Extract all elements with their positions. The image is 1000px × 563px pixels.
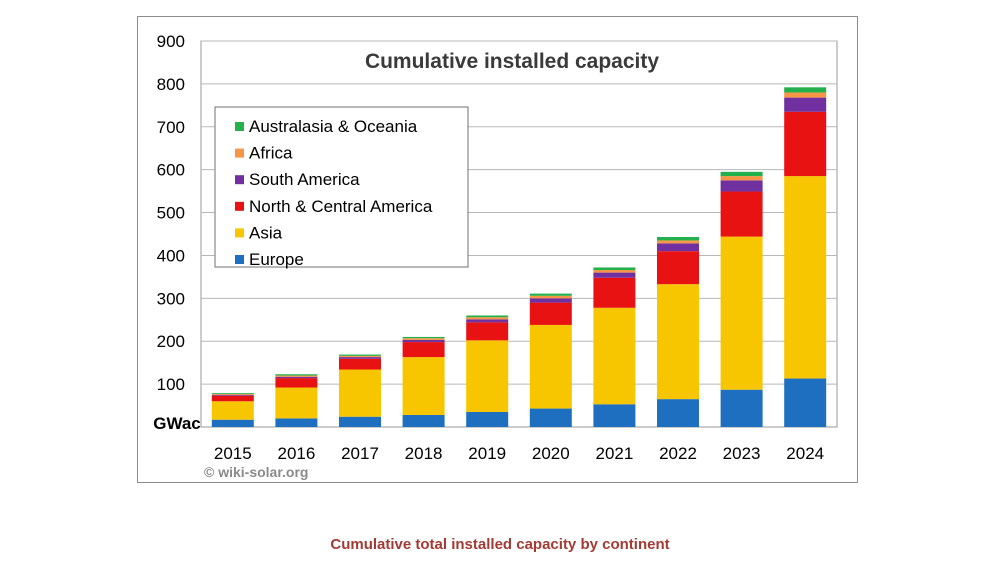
bar-segment bbox=[529, 293, 572, 296]
bar-segment bbox=[275, 374, 318, 376]
bar-segment bbox=[720, 191, 763, 237]
legend-label: Africa bbox=[249, 144, 293, 163]
bar-segment bbox=[657, 237, 699, 241]
bar-segment bbox=[211, 395, 254, 402]
y-tick-label: 600 bbox=[157, 161, 185, 180]
bar-segment bbox=[275, 387, 318, 419]
bar-segment bbox=[466, 319, 509, 323]
bar-segment bbox=[657, 284, 699, 400]
x-tick-label: 2024 bbox=[786, 444, 824, 463]
bar-segment bbox=[657, 243, 699, 252]
bar-segment bbox=[593, 277, 636, 308]
x-tick-label: 2022 bbox=[659, 444, 697, 463]
legend-label: North & Central America bbox=[249, 197, 433, 216]
bar-segment bbox=[339, 416, 381, 427]
bar-segment bbox=[593, 267, 636, 271]
bar-segment bbox=[339, 355, 381, 358]
legend-swatch bbox=[235, 201, 244, 211]
bar-segment bbox=[529, 298, 572, 303]
bar-segment bbox=[466, 411, 509, 427]
y-tick-label: 400 bbox=[157, 246, 185, 265]
bar-segment bbox=[720, 180, 763, 192]
x-tick-label: 2015 bbox=[214, 444, 252, 463]
bar-segment bbox=[211, 419, 254, 427]
chart: 100 200 300 400 500 600 700 800 900 2015 2016 2017… bbox=[153, 32, 838, 480]
bar-segment bbox=[402, 339, 445, 343]
bar-segment bbox=[784, 92, 827, 98]
bar-segment bbox=[211, 394, 254, 396]
bar-segment bbox=[466, 317, 509, 320]
legend-box bbox=[214, 106, 469, 268]
chart-frame: 100 200 300 400 500 600 700 800 900 2015 2016 2017… bbox=[137, 16, 858, 483]
bar-segment bbox=[275, 375, 318, 377]
bar-segment bbox=[529, 408, 572, 427]
bar-segment bbox=[466, 340, 509, 412]
legend-swatch bbox=[235, 148, 244, 158]
copyright-text: © wiki-solar.org bbox=[204, 464, 308, 480]
bar-segment bbox=[657, 399, 699, 427]
bar-segment bbox=[784, 378, 827, 427]
x-tick-label: 2017 bbox=[341, 444, 379, 463]
legend-swatch bbox=[235, 255, 244, 264]
y-unit-label: GWac bbox=[153, 414, 201, 433]
bar-segment bbox=[593, 307, 636, 405]
bar-segment bbox=[211, 393, 254, 394]
chart-title: Cumulative installed capacity bbox=[365, 50, 659, 73]
bar-segment bbox=[275, 376, 318, 379]
bar-segment bbox=[529, 295, 572, 299]
bar-segment bbox=[657, 240, 699, 244]
legend-swatch bbox=[235, 122, 244, 131]
bar-segment bbox=[720, 236, 763, 390]
bar-segment bbox=[784, 176, 827, 379]
bar-segment bbox=[275, 418, 318, 427]
y-tick-label: 700 bbox=[157, 118, 185, 137]
legend-swatch bbox=[235, 175, 244, 185]
bar-segment bbox=[720, 171, 763, 177]
bar-segment bbox=[466, 322, 509, 341]
bar-segment bbox=[402, 336, 445, 339]
bar-segment bbox=[211, 401, 254, 420]
bar-segment bbox=[402, 357, 445, 415]
bar-segment bbox=[339, 358, 381, 370]
x-tick-label: 2019 bbox=[468, 444, 506, 463]
bar-segment bbox=[720, 389, 763, 427]
x-tick-label: 2021 bbox=[595, 444, 633, 463]
legend-label: Asia bbox=[249, 223, 283, 242]
y-tick-label: 800 bbox=[157, 75, 185, 94]
legend-label: South America bbox=[249, 170, 360, 189]
bar-segment bbox=[593, 404, 636, 427]
bar-segment bbox=[211, 393, 254, 395]
x-tick-label: 2020 bbox=[532, 444, 570, 463]
bar-segment bbox=[339, 354, 381, 356]
y-tick-label: 900 bbox=[157, 32, 185, 51]
bar-segment bbox=[657, 251, 699, 285]
bar-segment bbox=[402, 342, 445, 358]
bar-segment bbox=[529, 324, 572, 409]
bar-segment bbox=[593, 270, 636, 273]
bar-segment bbox=[339, 369, 381, 417]
bar-segment bbox=[275, 378, 318, 388]
y-tick-label: 200 bbox=[157, 332, 185, 351]
bar-segment bbox=[466, 315, 509, 318]
y-tick-label: 300 bbox=[157, 289, 185, 308]
bar-segment bbox=[720, 176, 763, 181]
bar-segment bbox=[529, 302, 572, 325]
legend-swatch bbox=[235, 228, 244, 238]
bar-segment bbox=[339, 357, 381, 359]
x-tick-label: 2018 bbox=[405, 444, 443, 463]
legend-label: Australasia & Oceania bbox=[249, 117, 418, 136]
bar-segment bbox=[593, 272, 636, 278]
bar-segment bbox=[402, 338, 445, 340]
x-tick-label: 2016 bbox=[277, 444, 315, 463]
bar-segment bbox=[784, 87, 827, 93]
y-tick-label: 100 bbox=[157, 375, 185, 394]
figure-caption: Cumulative total installed capacity by c… bbox=[330, 536, 670, 553]
x-tick-label: 2023 bbox=[723, 444, 761, 463]
legend: Australasia & Oceania Africa South America… bbox=[214, 106, 469, 269]
bar-segment bbox=[402, 414, 445, 427]
y-tick-label: 500 bbox=[157, 204, 185, 223]
bar-segment bbox=[784, 111, 827, 177]
legend-label: Europe bbox=[249, 250, 304, 269]
bar-segment bbox=[784, 97, 827, 112]
